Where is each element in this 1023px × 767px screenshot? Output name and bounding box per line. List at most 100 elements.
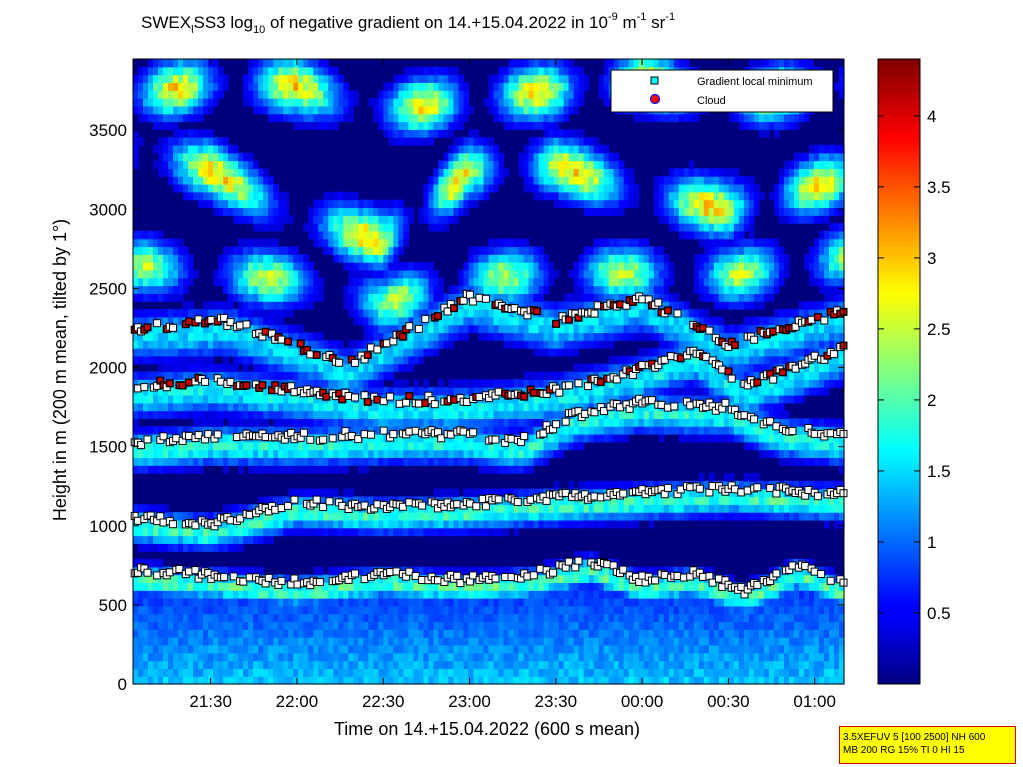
heatmap-cell (413, 301, 419, 310)
heatmap-cell (543, 504, 550, 513)
heatmap-cell (153, 98, 159, 107)
heatmap-cell (463, 152, 470, 162)
heatmap-cell (468, 652, 475, 662)
heatmap-cell (208, 168, 214, 177)
heatmap-cell (323, 98, 329, 107)
heatmap-cell (323, 402, 329, 412)
heatmap-cell (263, 199, 269, 209)
heatmap-cell (223, 504, 229, 513)
heatmap-cell (238, 293, 244, 302)
heatmap-cell (158, 590, 164, 599)
heatmap-cell (368, 316, 374, 326)
heatmap-cell (523, 379, 530, 388)
heatmap-cell (403, 410, 409, 419)
heatmap-cell (368, 223, 374, 232)
heatmap-cell (233, 144, 239, 154)
heatmap-cell (243, 676, 249, 685)
heatmap-cell (198, 152, 204, 162)
heatmap-cell (218, 543, 224, 552)
heatmap-cell (548, 74, 555, 84)
heatmap-cell (503, 637, 510, 646)
heatmap-cell (413, 418, 419, 427)
heatmap-cell (338, 223, 344, 232)
heatmap-cell (478, 324, 485, 334)
heatmap-cell (528, 379, 535, 388)
heatmap-cell (473, 660, 480, 669)
heatmap-cell (388, 621, 394, 630)
heatmap-cell (228, 309, 234, 318)
heatmap-cell (193, 340, 199, 349)
heatmap-cell (283, 363, 289, 373)
heatmap-cell (428, 90, 435, 99)
heatmap-cell (288, 355, 294, 365)
heatmap-cell (148, 613, 154, 623)
heatmap-cell (238, 191, 244, 201)
heatmap-cell (363, 324, 369, 334)
heatmap-cell (453, 332, 460, 341)
heatmap-cell (273, 676, 279, 685)
heatmap-cell (483, 441, 490, 451)
heatmap-cell (533, 441, 540, 451)
heatmap-cell (413, 590, 419, 599)
heatmap-cell (468, 605, 475, 615)
heatmap-cell (213, 82, 219, 91)
heatmap-cell (353, 238, 359, 248)
heatmap-cell (263, 535, 269, 544)
heatmap-cell (358, 676, 364, 685)
heatmap-cell (358, 457, 364, 466)
heatmap-cell (403, 668, 409, 677)
heatmap-cell (518, 410, 525, 419)
heatmap-cell (253, 449, 259, 459)
heatmap-cell (278, 269, 284, 279)
heatmap-cell (478, 332, 485, 341)
heatmap-cell (533, 652, 540, 662)
heatmap-cell (383, 223, 389, 232)
heatmap-cell (443, 590, 450, 599)
heatmap-cell (533, 488, 540, 498)
heatmap-cell (503, 519, 510, 529)
heatmap-cell (523, 105, 530, 115)
heatmap-cell (173, 160, 179, 169)
heatmap-cell (213, 637, 219, 646)
heatmap-cell (193, 543, 199, 552)
heatmap-cell (483, 144, 490, 154)
heatmap-cell (238, 355, 244, 365)
heatmap-cell (318, 582, 324, 591)
heatmap-cell (443, 613, 450, 623)
heatmap-cell (318, 59, 324, 68)
heatmap-cell (268, 191, 274, 201)
heatmap-cell (503, 105, 510, 115)
heatmap-cell (398, 410, 404, 419)
heatmap-cell (343, 363, 349, 373)
heatmap-cell (438, 676, 445, 685)
heatmap-cell (428, 348, 435, 357)
heatmap-cell (458, 74, 465, 84)
heatmap-cell (273, 199, 279, 209)
heatmap-cell (368, 629, 374, 638)
heatmap-cell (173, 387, 179, 396)
heatmap-cell (453, 582, 460, 591)
heatmap-cell (528, 176, 535, 185)
heatmap-cell (523, 457, 530, 466)
heatmap-cell (273, 605, 279, 615)
heatmap-cell (383, 82, 389, 91)
heatmap-cell (133, 348, 139, 357)
heatmap-cell (278, 262, 284, 271)
heatmap-cell (188, 309, 194, 318)
heatmap-cell (488, 137, 495, 146)
heatmap-cell (268, 59, 274, 68)
heatmap-cell (233, 535, 239, 544)
heatmap-cell (488, 168, 495, 177)
heatmap-cell (538, 379, 545, 388)
heatmap-cell (233, 660, 239, 669)
heatmap-cell (263, 340, 269, 349)
heatmap-cell (173, 277, 179, 287)
heatmap-cell (168, 574, 174, 584)
heatmap-cell (403, 590, 409, 599)
heatmap-cell (338, 613, 344, 623)
heatmap-cell (518, 316, 525, 326)
heatmap-cell (353, 309, 359, 318)
heatmap-cell (273, 668, 279, 677)
heatmap-cell (428, 434, 435, 443)
heatmap-cell (233, 246, 239, 255)
